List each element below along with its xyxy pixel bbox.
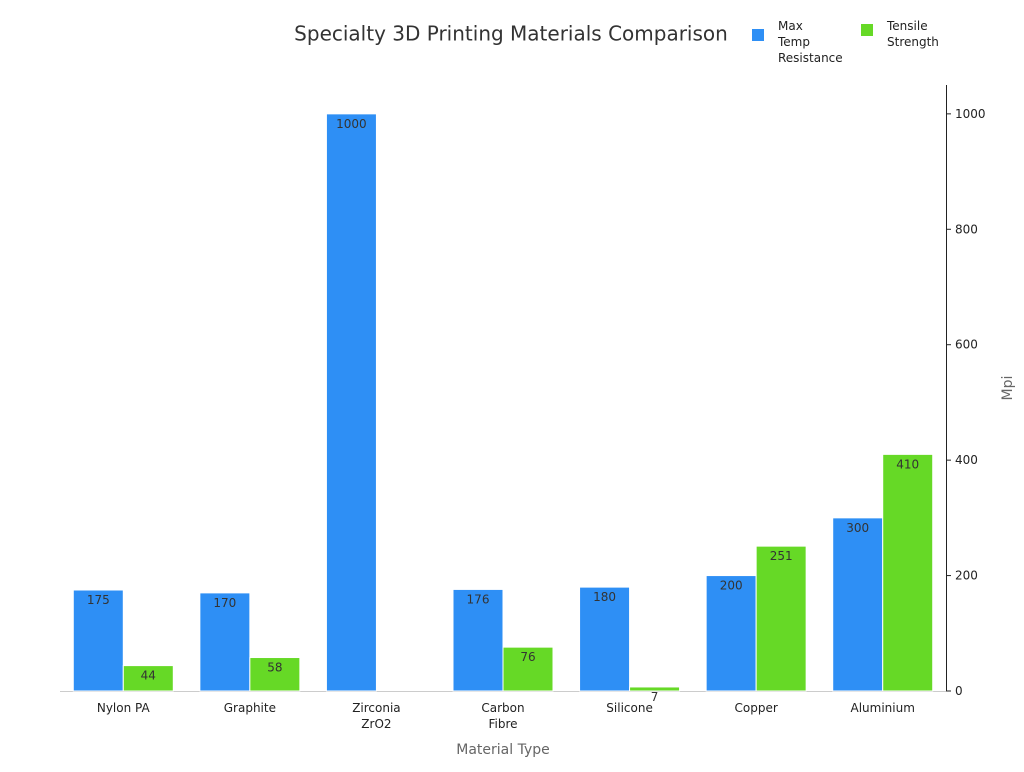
data-label: 200 — [720, 579, 743, 593]
data-label: 180 — [593, 590, 616, 604]
legend-label: Max Temp Resistance — [777, 19, 843, 65]
y-tick-label: 800 — [955, 222, 978, 236]
x-tick-label: Graphite — [224, 701, 276, 715]
data-label: 300 — [846, 521, 869, 535]
x-axis-label: Material Type — [456, 742, 549, 758]
y-tick-label: 0 — [955, 684, 963, 698]
bar — [199, 592, 251, 692]
bar — [72, 589, 124, 692]
data-label: 76 — [520, 650, 535, 664]
data-label: 410 — [896, 457, 919, 471]
y-tick-label: 600 — [955, 338, 978, 352]
y-tick-label: 200 — [955, 569, 978, 583]
y-tick-label: 400 — [955, 453, 978, 467]
x-tick-label: Silicone — [606, 701, 653, 715]
bar — [249, 657, 301, 692]
data-label: 1000 — [336, 117, 367, 131]
data-label: 44 — [141, 669, 156, 683]
legend-swatch — [861, 24, 873, 36]
bar — [502, 646, 554, 692]
bar — [882, 453, 934, 692]
data-label: 170 — [213, 596, 236, 610]
bar — [832, 517, 884, 692]
x-tick-label: Copper — [735, 701, 778, 715]
data-label: 176 — [467, 592, 490, 606]
data-label: 58 — [267, 661, 282, 675]
x-tick-label: Aluminium — [851, 701, 915, 715]
data-label: 251 — [770, 549, 793, 563]
bar — [705, 575, 757, 692]
data-label: 7 — [651, 690, 659, 704]
x-tick-label: Zirconia ZrO2 — [352, 701, 400, 731]
bar — [122, 665, 174, 692]
chart-title: Specialty 3D Printing Materials Comparis… — [294, 22, 728, 46]
x-tick-label: Nylon PA — [97, 701, 151, 715]
bar — [629, 686, 681, 692]
data-label: 175 — [87, 593, 110, 607]
bar — [755, 545, 807, 692]
x-tick-label: Carbon Fibre — [481, 701, 524, 731]
bar — [579, 586, 631, 692]
y-axis-label: Mpi — [1000, 376, 1016, 401]
bar — [452, 588, 504, 692]
y-tick-label: 1000 — [955, 107, 986, 121]
bar — [325, 113, 377, 692]
legend-label: Tensile Strength — [886, 19, 939, 49]
legend-swatch — [752, 29, 764, 41]
